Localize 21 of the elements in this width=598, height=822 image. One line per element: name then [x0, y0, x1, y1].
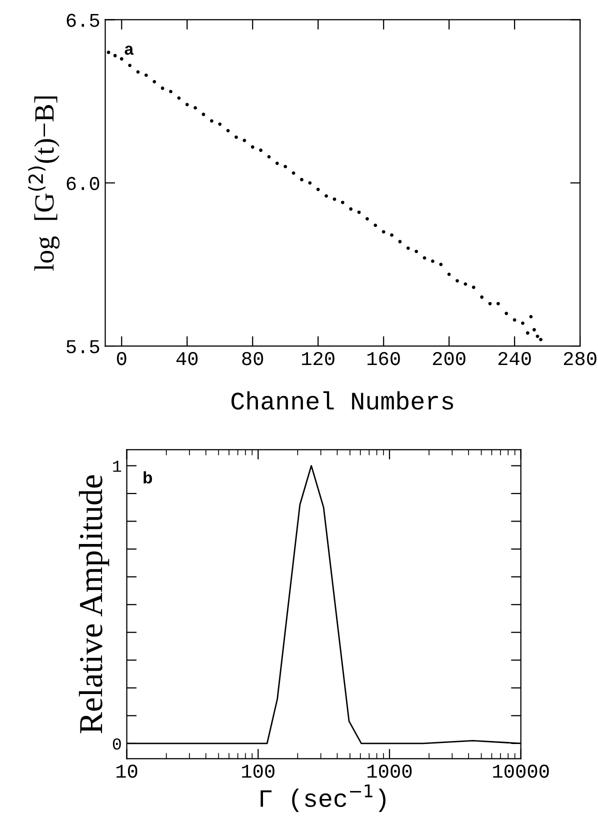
- annotation: a: [124, 46, 134, 55]
- x-tick-label: 10: [116, 764, 138, 778]
- y-tick-label: 6.0: [66, 176, 100, 190]
- y-axis-title: log [G$^{(2)}$(t)−B]: [28, 96, 60, 271]
- x-tick-label: 100: [242, 764, 274, 778]
- x-tick-label: 160: [367, 352, 400, 366]
- x-tick-label: 40: [176, 352, 198, 366]
- x-tick-label: 280: [564, 352, 596, 366]
- x-axis-title: Γ (sec$^{−1}$): [260, 784, 386, 812]
- x-tick-label: 80: [242, 352, 264, 366]
- x-axis-title: Channel Numbers: [232, 391, 454, 410]
- y-tick-label: 1: [113, 460, 122, 472]
- y-tick-label: 5.5: [66, 340, 100, 354]
- y-tick-label: 6.5: [66, 14, 100, 27]
- x-tick-label: 240: [498, 352, 531, 366]
- x-tick-label: 10000: [493, 764, 549, 778]
- y-axis-title: Relative Amplitude: [78, 475, 110, 734]
- x-tick-label: 200: [432, 352, 466, 366]
- x-tick-label: 120: [302, 352, 334, 366]
- annotation: b: [144, 471, 152, 484]
- x-tick-label: 1000: [368, 764, 412, 778]
